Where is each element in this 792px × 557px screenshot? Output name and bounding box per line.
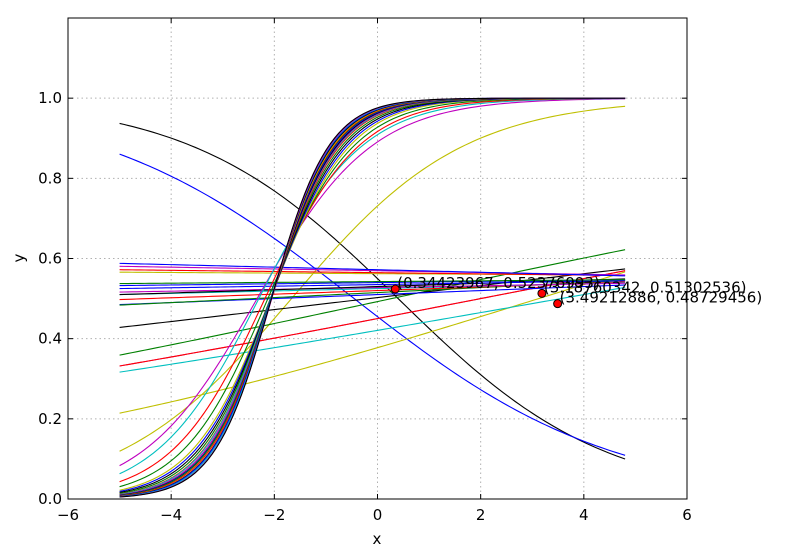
annotated-points: (0.34423967, 0.52376993)(3.18760342, 0.5…	[390, 274, 763, 309]
series-line-3	[119, 105, 626, 452]
y-tick-label: 0.4	[38, 330, 62, 348]
series-line-15	[119, 280, 626, 290]
series-line-4	[119, 286, 626, 373]
series-line-13	[119, 282, 626, 293]
x-tick-label: 0	[373, 506, 383, 524]
y-tick-label: 0.6	[38, 250, 62, 268]
series-line-1	[119, 153, 626, 456]
x-tick-label: 2	[476, 506, 486, 524]
axis-ticks: −6 −4 −2 0 2 4 6 0.0 0.2 0.4 0.6 0.8 1.0	[38, 18, 692, 524]
series-line-8	[119, 268, 626, 328]
y-tick-label: 0.2	[38, 410, 62, 428]
series-line-17	[119, 279, 626, 285]
y-tick-label: 0.8	[38, 169, 62, 187]
point-label-1: (3.18760342, 0.51302536)	[544, 278, 747, 296]
x-tick-label: 6	[682, 506, 692, 524]
series-line-7	[119, 249, 626, 356]
x-axis-label: x	[373, 530, 382, 548]
series-line-6	[119, 270, 626, 367]
point-marker-0	[390, 284, 400, 294]
y-tick-label: 1.0	[38, 89, 62, 107]
x-tick-label: −2	[263, 506, 285, 524]
point-label-2: (3.49212886, 0.48729456)	[560, 289, 763, 307]
x-tick-label: −4	[160, 506, 182, 524]
series-line-21	[119, 262, 626, 277]
grid	[68, 18, 687, 499]
y-tick-label: 0.0	[38, 490, 62, 508]
y-axis-label: y	[10, 253, 28, 262]
series-lines	[119, 97, 626, 498]
series-line-19	[119, 269, 626, 277]
series-line-22	[119, 98, 626, 467]
x-tick-label: −6	[57, 506, 79, 524]
series-line-2	[119, 271, 626, 414]
series-line-42	[119, 97, 626, 498]
series-line-23	[119, 97, 626, 475]
point-marker-1	[537, 288, 547, 298]
point-label-0: (0.34423967, 0.52376993)	[397, 274, 600, 292]
x-tick-label: 4	[579, 506, 589, 524]
point-marker-2	[553, 299, 563, 309]
